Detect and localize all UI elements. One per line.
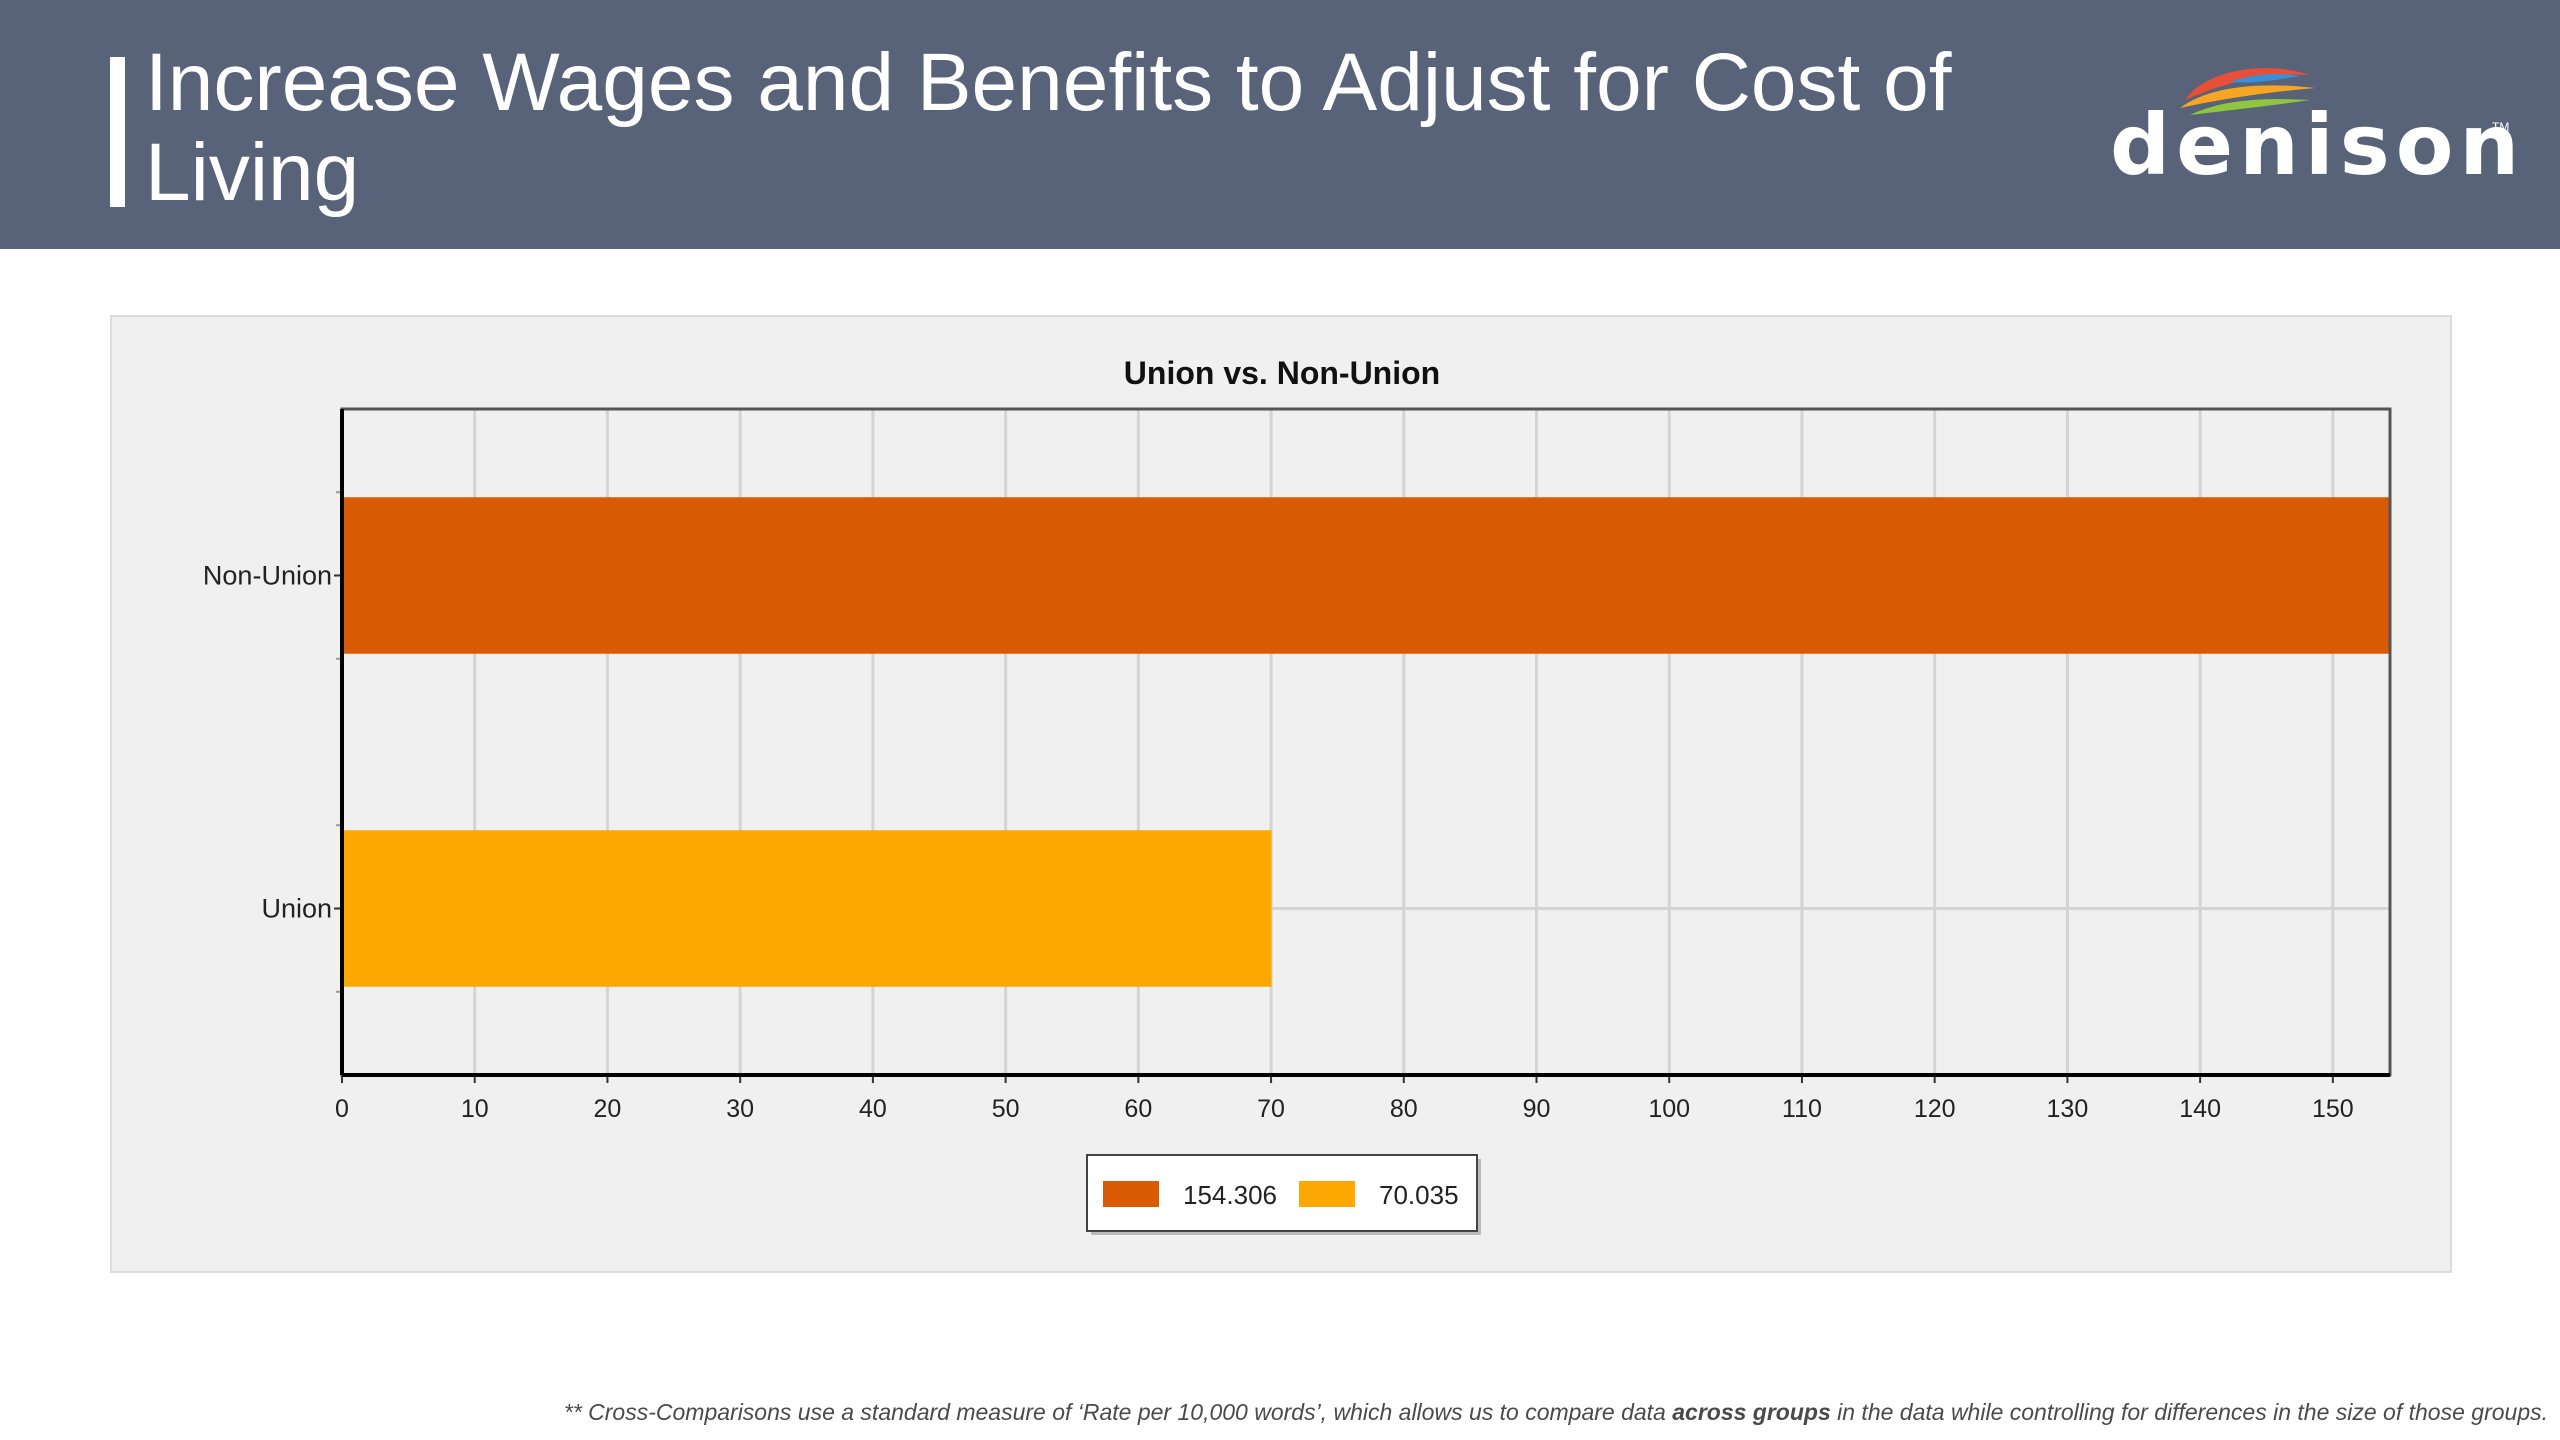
y-category-label: Union <box>261 894 332 924</box>
footnote-text-1: ** Cross-Comparisons use a standard meas… <box>563 1399 1673 1425</box>
x-tick-label: 30 <box>726 1095 754 1123</box>
x-tick-label: 50 <box>992 1095 1020 1123</box>
x-tick-label: 130 <box>2047 1095 2089 1123</box>
x-tick-label: 110 <box>1782 1095 1822 1123</box>
x-tick-label: 140 <box>2179 1095 2221 1123</box>
footnote: ** Cross-Comparisons use a standard meas… <box>0 1399 2548 1426</box>
logo-swoosh-icon <box>2180 68 2315 115</box>
y-category-label: Non-Union <box>203 561 332 591</box>
x-tick-label: 70 <box>1257 1095 1285 1123</box>
legend-swatch <box>1103 1181 1159 1207</box>
slide-header: Increase Wages and Benefits to Adjust fo… <box>0 0 2560 249</box>
logo-trademark: TM <box>2492 120 2510 134</box>
title-accent-bar <box>110 57 125 207</box>
x-tick-label: 60 <box>1124 1095 1152 1123</box>
legend-swatch <box>1299 1181 1355 1207</box>
x-tick-label: 100 <box>1648 1095 1690 1123</box>
bar-chart: Union vs. Non-Union 0 10 20 30 40 50 60 70 80 90 1… <box>203 355 2392 1235</box>
footnote-text-2: in the data while controlling for differ… <box>1830 1399 2548 1425</box>
x-tick-label: 0 <box>335 1095 349 1123</box>
x-tick-label: 20 <box>594 1095 622 1123</box>
x-tick-label: 10 <box>461 1095 489 1123</box>
legend-label: 70.035 <box>1379 1180 1459 1210</box>
x-tick-label: 150 <box>2312 1095 2354 1123</box>
x-tick-label: 40 <box>859 1095 887 1123</box>
chart-panel: Union vs. Non-Union 0 10 20 30 40 50 60 70 80 90 1… <box>110 315 2452 1273</box>
x-tick-label: 80 <box>1390 1095 1418 1123</box>
footnote-bold-text: across groups <box>1672 1399 1831 1425</box>
x-tick-label: 120 <box>1914 1095 1956 1123</box>
bar-non-union <box>342 497 2390 654</box>
x-tick-label: 90 <box>1523 1095 1551 1123</box>
bar-union <box>342 830 1272 987</box>
logo-wordmark: denison <box>2110 96 2526 194</box>
chart-title: Union vs. Non-Union <box>1124 355 1440 391</box>
slide-title: Increase Wages and Benefits to Adjust fo… <box>145 37 1952 218</box>
legend-label: 154.306 <box>1183 1180 1277 1210</box>
denison-logo: denison TM <box>2110 60 2519 187</box>
